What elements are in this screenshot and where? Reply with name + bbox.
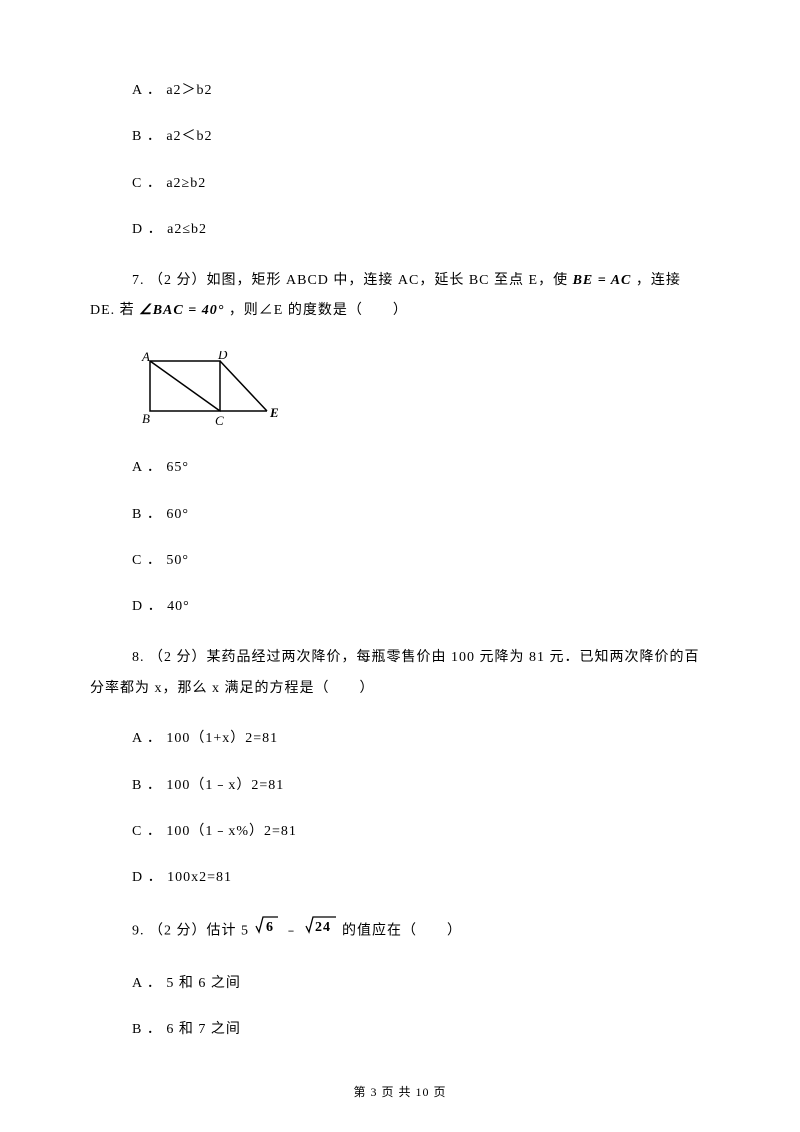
sqrt-24-icon: 24	[304, 914, 338, 949]
q8-option-c: C ． 100（1﹣x%）2=81	[132, 821, 710, 843]
q9-part2: ﹣	[280, 924, 304, 939]
q7-part3: ，则∠E 的度数是（ ）	[224, 303, 408, 318]
q6-option-b: B ． a2＜b2	[132, 126, 710, 148]
q8-text: 8. （2 分）某药品经过两次降价，每瓶零售价由 100 元降为 81 元．已知…	[90, 643, 710, 705]
q7-part1: 7. （2 分）如图，矩形 ABCD 中，连接 AC，延长 BC 至点 E，使	[132, 273, 573, 288]
q8-option-d: D ． 100x2=81	[132, 867, 710, 889]
page-footer: 第 3 页 共 10 页	[0, 1083, 800, 1102]
q7-formula2: ∠BAC = 40°	[139, 303, 224, 318]
label-c: C	[215, 413, 224, 428]
q9-part3: 的值应在（ ）	[338, 924, 463, 939]
label-a: A	[141, 351, 150, 364]
q9-option-b: B ． 6 和 7 之间	[132, 1019, 710, 1041]
q9-text: 9. （2 分）估计 5 6 ﹣ 24 的值应在（ ）	[132, 914, 710, 949]
q7-option-a: A ． 65°	[132, 457, 710, 479]
q8-option-a: A ． 100（1+x）2=81	[132, 728, 710, 750]
q7-text: 7. （2 分）如图，矩形 ABCD 中，连接 AC，延长 BC 至点 E，使 …	[90, 266, 710, 328]
svg-text:24: 24	[315, 920, 331, 935]
q9-part1: 9. （2 分）估计 5	[132, 924, 254, 939]
q6-option-c: C ． a2≥b2	[132, 173, 710, 195]
q7-option-c: C ． 50°	[132, 550, 710, 572]
q7-option-b: B ． 60°	[132, 504, 710, 526]
q7-formula1: BE = AC	[573, 273, 632, 288]
q7-option-d: D ． 40°	[132, 596, 710, 618]
label-d: D	[217, 351, 228, 362]
label-e: E	[269, 405, 279, 420]
sqrt-6-icon: 6	[254, 914, 280, 949]
svg-text:6: 6	[266, 920, 274, 935]
q9-option-a: A ． 5 和 6 之间	[132, 973, 710, 995]
q6-option-a: A ． a2＞b2	[132, 80, 710, 102]
q7-diagram: A D B C E	[132, 351, 280, 431]
label-b: B	[142, 411, 150, 426]
q6-option-d: D ． a2≤b2	[132, 219, 710, 241]
q8-option-b: B ． 100（1﹣x）2=81	[132, 775, 710, 797]
